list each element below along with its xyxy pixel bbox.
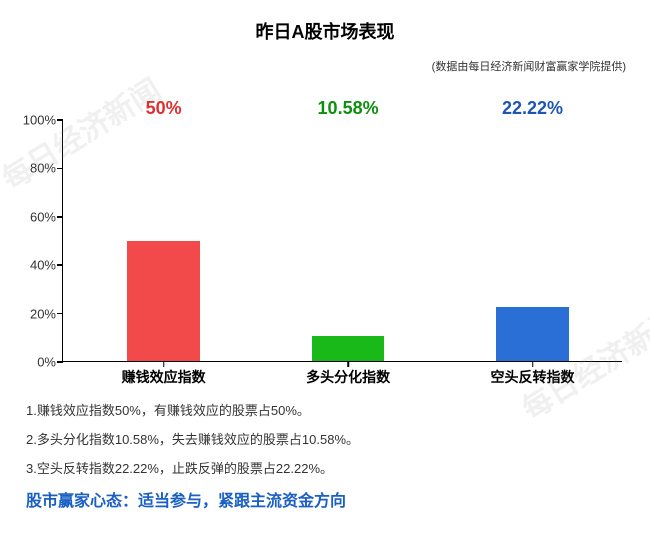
chart-title: 昨日A股市场表现 <box>0 0 650 44</box>
bar <box>312 336 385 361</box>
y-tick <box>57 313 63 315</box>
y-tick-label: 100% <box>18 113 56 128</box>
note-line: 1.赚钱效应指数50%，有赚钱效应的股票占50%。 <box>26 400 626 419</box>
note-line: 3.空头反转指数22.22%，止跌反弹的股票占22.22%。 <box>26 458 626 477</box>
x-axis-label: 赚钱效应指数 <box>122 367 206 387</box>
y-tick <box>57 216 63 218</box>
plot-frame: 50%赚钱效应指数10.58%多头分化指数22.22%空头反转指数 <box>62 120 622 362</box>
y-tick-label: 60% <box>18 209 56 224</box>
y-tick <box>57 361 63 363</box>
bar <box>496 307 569 361</box>
y-tick <box>57 168 63 170</box>
y-tick-label: 20% <box>18 306 56 321</box>
x-axis-label: 多头分化指数 <box>306 367 390 387</box>
notes-block: 1.赚钱效应指数50%，有赚钱效应的股票占50%。 2.多头分化指数10.58%，… <box>0 400 650 477</box>
y-tick <box>57 264 63 266</box>
footer-line: 股市赢家心态：适当参与，紧跟主流资金方向 <box>0 487 650 511</box>
y-tick-label: 40% <box>18 258 56 273</box>
y-tick-label: 80% <box>18 161 56 176</box>
bar-value-label: 50% <box>146 98 182 119</box>
bar-value-label: 10.58% <box>318 98 379 119</box>
chart-area: 50%赚钱效应指数10.58%多头分化指数22.22%空头反转指数 0%20%4… <box>0 96 650 386</box>
bar <box>127 241 200 362</box>
y-tick <box>57 119 63 121</box>
bar-value-label: 22.22% <box>502 98 563 119</box>
x-axis-label: 空头反转指数 <box>491 367 575 387</box>
source-note: (数据由每日经济新闻财富赢家学院提供) <box>0 58 650 74</box>
note-line: 2.多头分化指数10.58%，失去赚钱效应的股票占10.58%。 <box>26 429 626 448</box>
y-tick-label: 0% <box>18 355 56 370</box>
